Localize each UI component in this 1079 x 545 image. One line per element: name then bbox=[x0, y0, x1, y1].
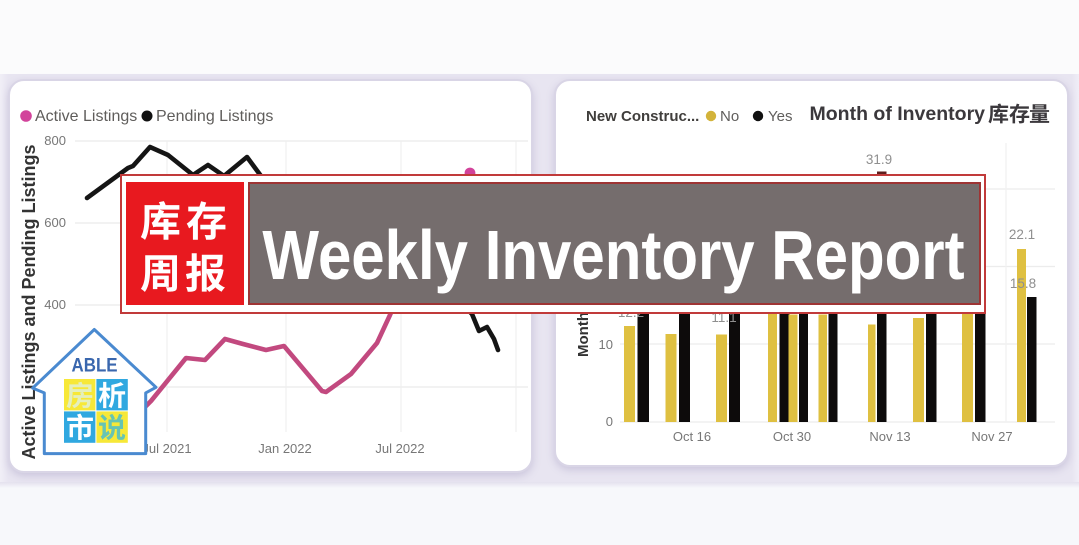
svg-text:Jul 2022: Jul 2022 bbox=[375, 441, 424, 456]
svg-text:Nov 13: Nov 13 bbox=[869, 429, 910, 444]
svg-text:31.9: 31.9 bbox=[866, 152, 892, 167]
svg-text:No: No bbox=[720, 108, 739, 125]
svg-text:Weekly Inventory Report: Weekly Inventory Report bbox=[262, 216, 964, 294]
svg-text:Pending Listings: Pending Listings bbox=[156, 108, 273, 125]
svg-text:Jul 2021: Jul 2021 bbox=[142, 441, 191, 456]
svg-text:Month of Inventory: Month of Inventory bbox=[810, 103, 986, 125]
svg-text:Nov 27: Nov 27 bbox=[971, 429, 1012, 444]
svg-text:Jan 2022: Jan 2022 bbox=[258, 441, 312, 456]
svg-text:10: 10 bbox=[599, 337, 613, 352]
svg-text:15.8: 15.8 bbox=[1010, 276, 1036, 291]
svg-text:ABLE: ABLE bbox=[72, 353, 118, 376]
svg-text:800: 800 bbox=[44, 133, 66, 148]
svg-text:0: 0 bbox=[606, 414, 613, 429]
svg-text:Active Listings: Active Listings bbox=[35, 108, 137, 125]
svg-text:Active Listings and Pending Li: Active Listings and Pending Listings bbox=[19, 144, 39, 459]
svg-text:Oct 16: Oct 16 bbox=[673, 429, 711, 444]
svg-text:Oct 30: Oct 30 bbox=[773, 429, 811, 444]
svg-text:400: 400 bbox=[44, 297, 66, 312]
svg-text:Yes: Yes bbox=[768, 108, 792, 125]
svg-text:New Construc...: New Construc... bbox=[586, 108, 699, 125]
svg-text:600: 600 bbox=[44, 215, 66, 230]
svg-text:22.1: 22.1 bbox=[1009, 227, 1035, 242]
